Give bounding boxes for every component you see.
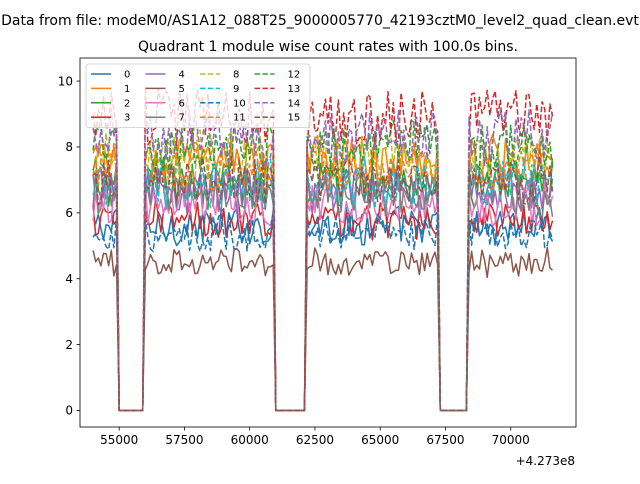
x-tick-label: 55000 <box>100 433 138 447</box>
figure-suptitle: Data from file: modeM0/AS1A12_088T25_900… <box>1 13 639 29</box>
legend-label-5: 5 <box>179 84 185 95</box>
axes-frame <box>79 57 577 428</box>
legend-label-7: 7 <box>179 113 185 124</box>
series-line-14 <box>92 107 554 412</box>
series-line-13 <box>92 86 554 412</box>
series-line-15 <box>92 155 554 412</box>
x-tick-label: 57500 <box>165 433 203 447</box>
series-line-1 <box>92 133 554 412</box>
y-tick-label: 6 <box>65 206 73 220</box>
x-axis-offset-label: +4.273e8 <box>516 454 575 468</box>
x-tick-label: 65000 <box>361 433 399 447</box>
chart-title: Quadrant 1 module wise count rates with … <box>138 39 518 55</box>
legend-label-9: 9 <box>233 84 239 95</box>
legend-label-8: 8 <box>233 70 239 81</box>
series-line-12 <box>92 119 554 412</box>
x-tick-label: 60000 <box>231 433 269 447</box>
x-tick-label: 67500 <box>426 433 464 447</box>
y-tick-label: 2 <box>65 338 73 352</box>
y-tick-label: 10 <box>58 74 73 88</box>
y-tick-label: 8 <box>65 140 73 154</box>
legend-label-1: 1 <box>124 84 130 95</box>
plot-layer <box>92 86 554 412</box>
series-group <box>92 86 554 412</box>
x-tick-label: 62500 <box>296 433 334 447</box>
series-line-10 <box>92 212 554 412</box>
y-tick-label: 0 <box>65 404 73 418</box>
legend-label-2: 2 <box>124 98 130 109</box>
series-line-0 <box>92 206 554 412</box>
legend-label-6: 6 <box>179 98 185 109</box>
series-line-5 <box>92 246 553 412</box>
legend-label-0: 0 <box>124 70 130 81</box>
legend-label-3: 3 <box>124 113 130 124</box>
legend-label-11: 11 <box>233 113 246 124</box>
x-tick-label: 70000 <box>492 433 530 447</box>
y-tick-label: 4 <box>65 272 73 286</box>
legend-label-14: 14 <box>288 98 301 109</box>
axes-layer: 55000 57500 60000 62500 65000 67500 70000 0 2 4 6 8… <box>58 57 577 447</box>
legend-label-13: 13 <box>288 84 301 95</box>
legend-box <box>85 63 311 128</box>
legend-label-12: 12 <box>288 70 301 81</box>
legend-label-10: 10 <box>233 98 246 109</box>
legend-label-15: 15 <box>288 113 301 124</box>
legend-label-4: 4 <box>179 70 185 81</box>
